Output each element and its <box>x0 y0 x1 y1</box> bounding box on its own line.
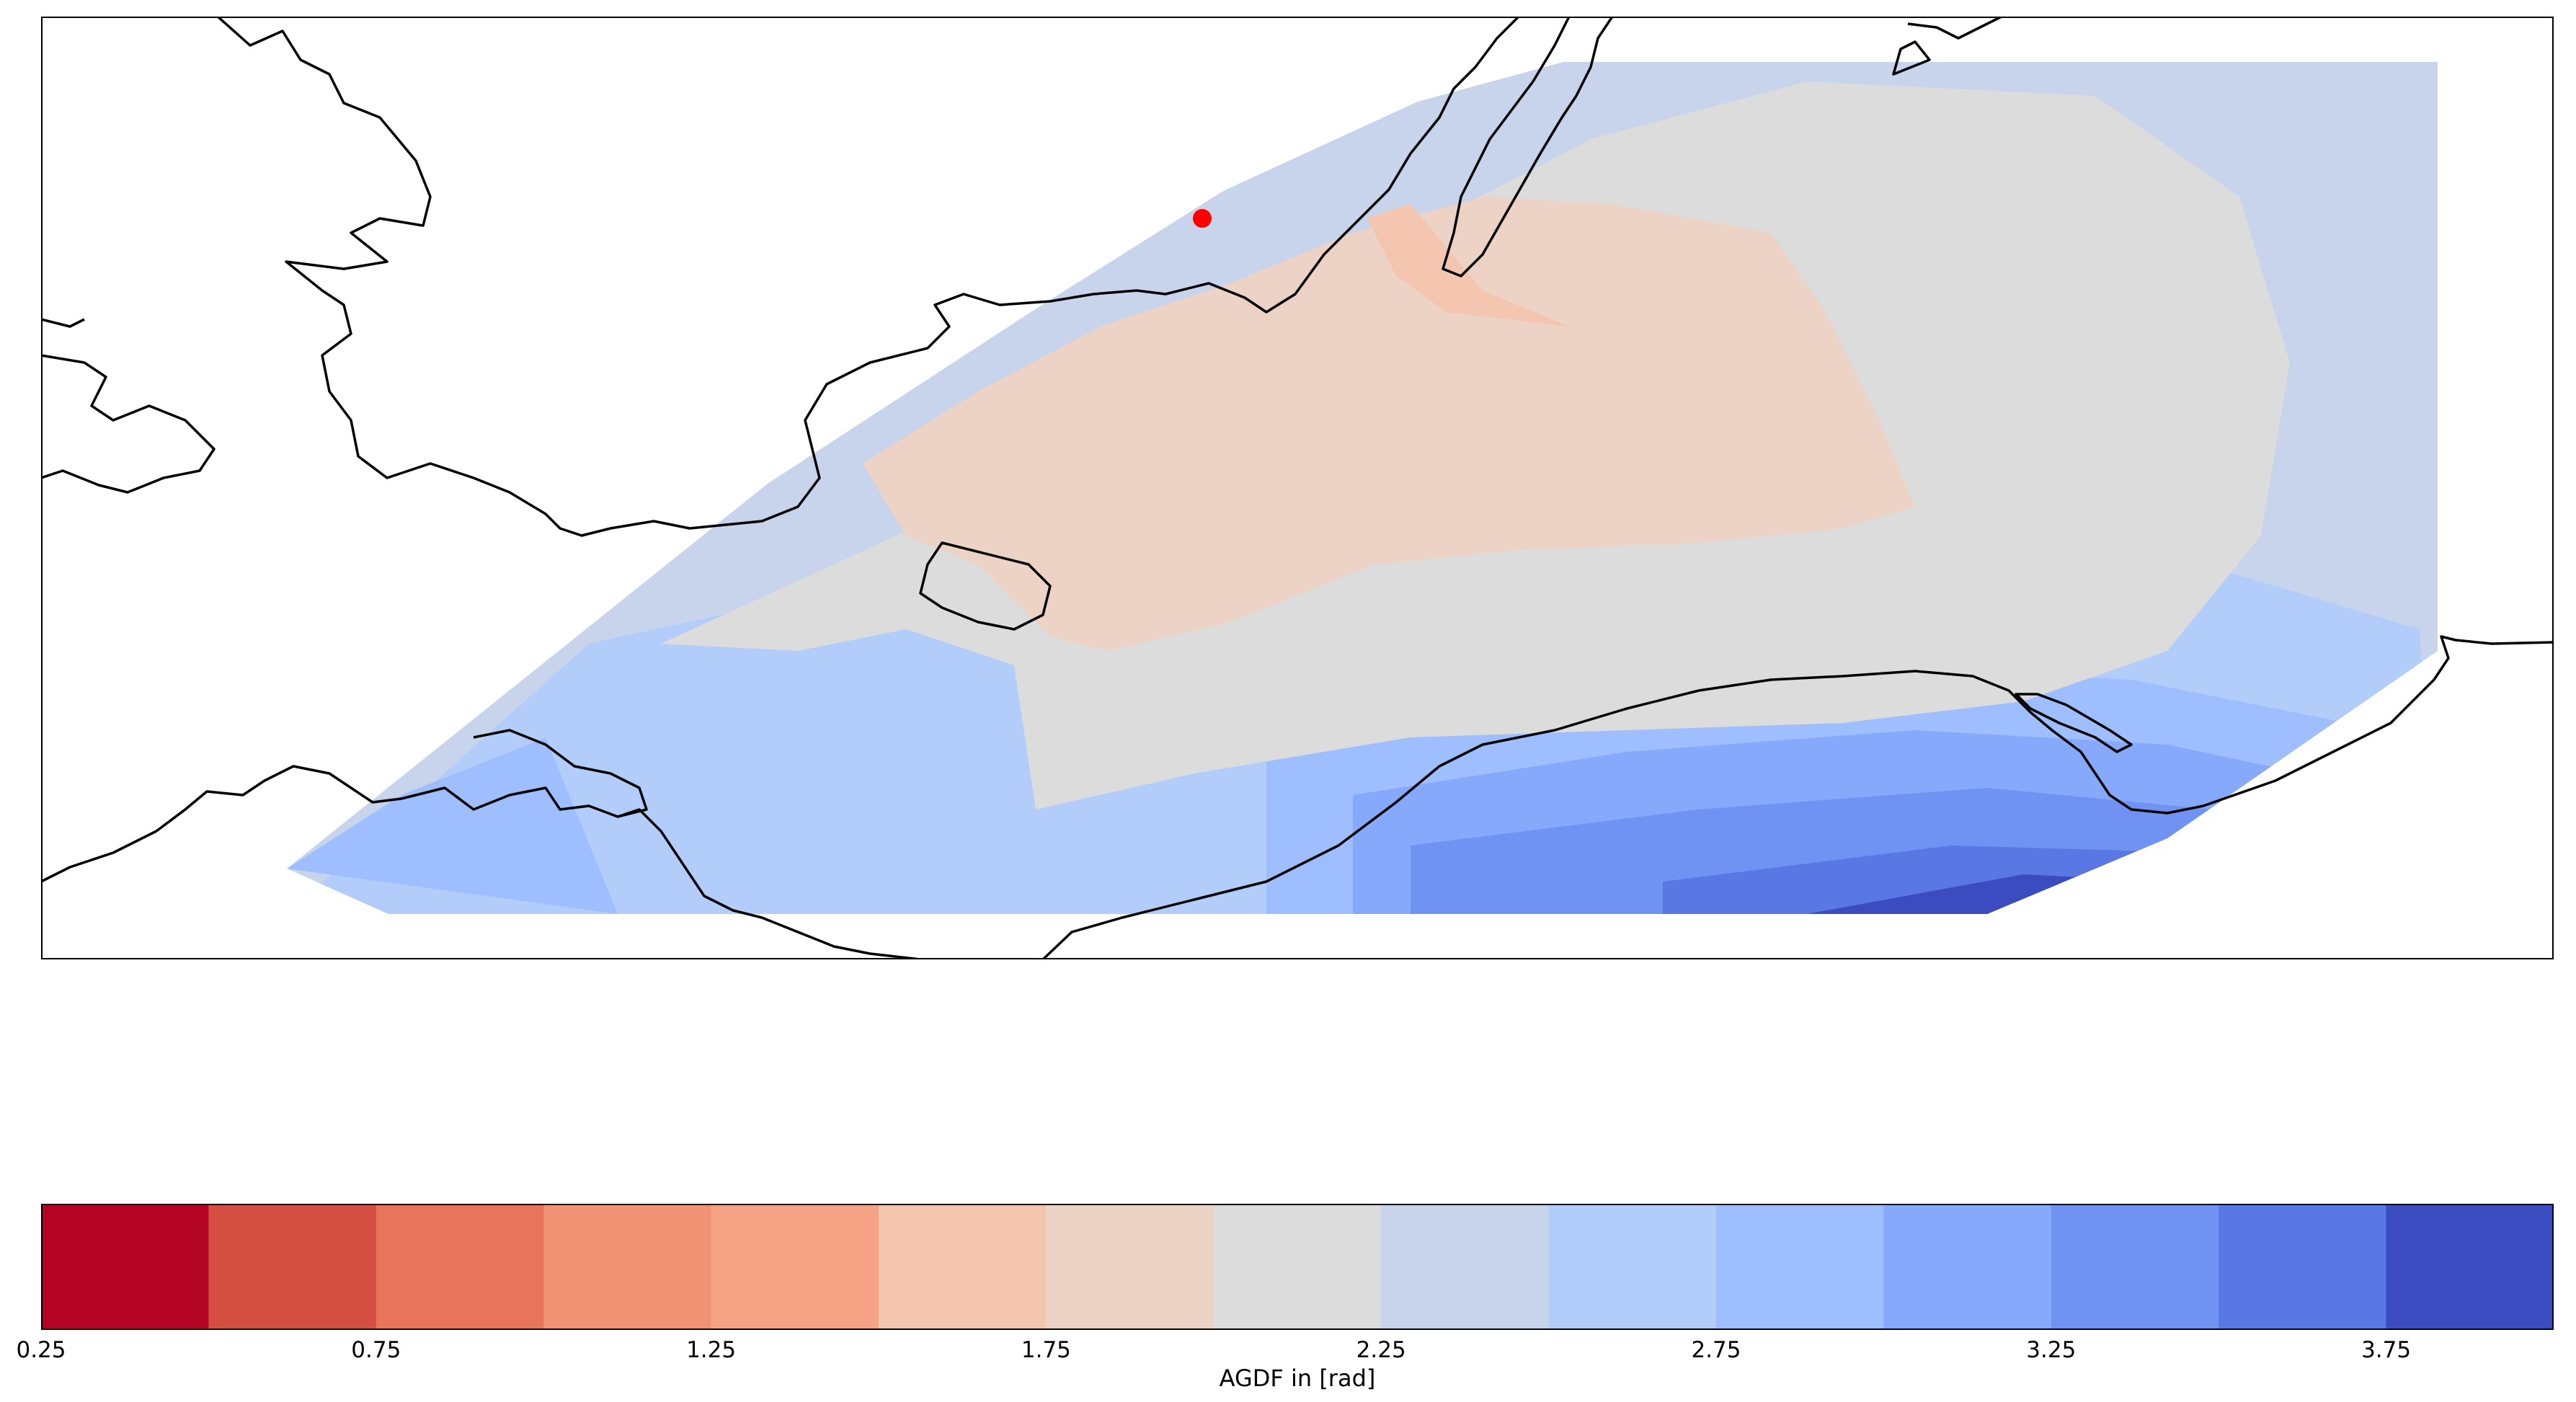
colorbar-label: AGDF in [rad] <box>1219 1365 1376 1392</box>
colorbar-segment <box>41 1204 209 1330</box>
colorbar-segment <box>711 1204 879 1330</box>
field-level-1.5-1.75 <box>1367 204 1569 327</box>
colorbar-tick-label: 3.75 <box>2361 1337 2412 1363</box>
coastline-northwest <box>216 17 1520 537</box>
colorbar-segment <box>1548 1204 1717 1330</box>
coastline-inner-island <box>919 541 1052 631</box>
colorbar-segment <box>2219 1204 2387 1330</box>
colorbar-segment <box>1716 1204 1884 1330</box>
colorbar-tick-label: 0.25 <box>16 1337 66 1363</box>
colorbar-svg <box>41 1204 2554 1330</box>
coastline-northeast-island <box>1892 17 2002 76</box>
coastline-southwest <box>41 765 921 959</box>
map-frame <box>41 17 2554 959</box>
colorbar-segment <box>1883 1204 2052 1330</box>
colorbar-frame <box>41 1204 2554 1330</box>
colorbar-segment <box>1213 1204 1382 1330</box>
coastline-southwest-islands <box>473 729 648 818</box>
colorbar-tick-label: 0.75 <box>351 1337 401 1363</box>
colorbar-tick-label: 1.25 <box>686 1337 737 1363</box>
source-marker <box>1193 209 1212 228</box>
colorbar-segment <box>376 1204 544 1330</box>
coastline-peninsula <box>1442 17 1614 278</box>
coastlines <box>41 17 2554 959</box>
colorbar-tick-label: 3.25 <box>2026 1337 2077 1363</box>
coastline-southern <box>1041 635 2554 959</box>
colorbar-segment <box>2386 1204 2554 1330</box>
field-level-2.75-3.0-west <box>287 737 618 914</box>
map-panel <box>41 17 2554 959</box>
coastline-spit <box>2015 693 2133 753</box>
colorbar-segment <box>879 1204 1047 1330</box>
colorbar-segment <box>1046 1204 1214 1330</box>
colorbar-segment <box>208 1204 377 1330</box>
map-canvas <box>41 17 2554 959</box>
colorbar-segment <box>1381 1204 1550 1330</box>
colorbar-tick-label: 1.75 <box>1021 1337 1071 1363</box>
coastline-west <box>41 318 216 494</box>
colorbar-segment <box>543 1204 712 1330</box>
agdf-field <box>287 62 2438 914</box>
field-level-1.75-2.0 <box>863 197 1915 651</box>
colorbar-tick-label: 2.25 <box>1356 1337 1406 1363</box>
colorbar-segment <box>2051 1204 2219 1330</box>
colorbar-tick-label: 2.75 <box>1691 1337 1741 1363</box>
colorbar <box>41 1204 2554 1330</box>
